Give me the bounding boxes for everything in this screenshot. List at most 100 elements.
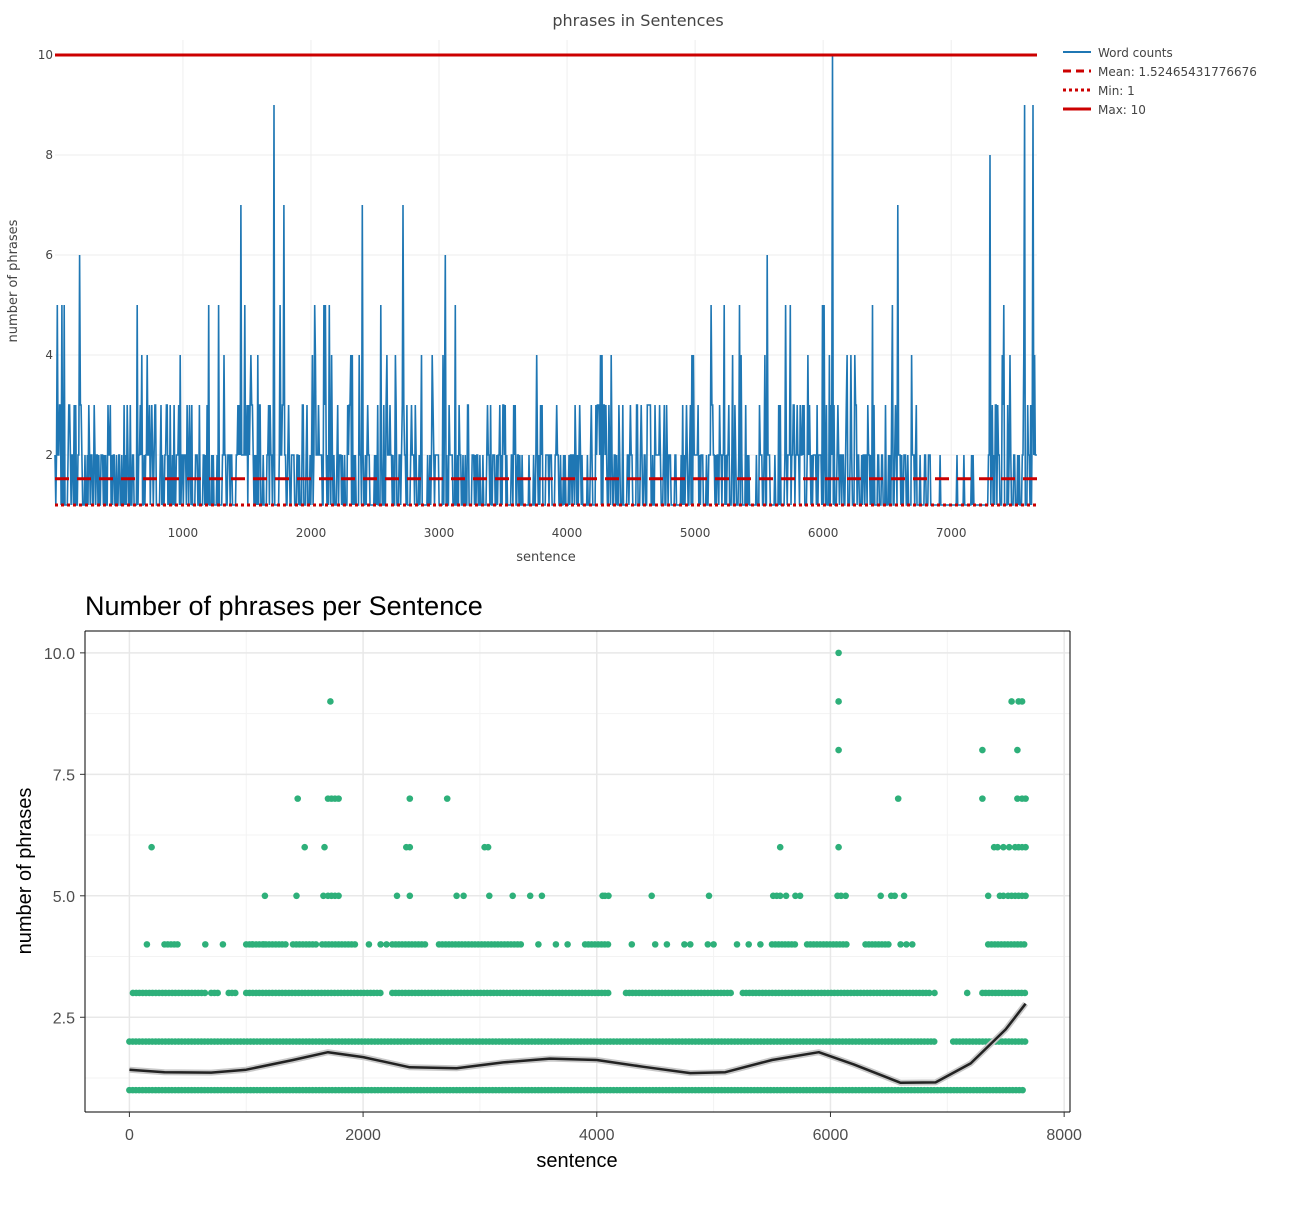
chart-title: phrases in Sentences — [552, 11, 723, 30]
y-tick-label: 4 — [45, 348, 53, 362]
data-point — [835, 843, 842, 851]
legend-item-word-counts[interactable]: Word counts — [1063, 46, 1173, 60]
legend[interactable]: Word counts Mean: 1.52465431776676 Min: … — [1063, 46, 1257, 117]
data-point — [605, 892, 612, 900]
x-tick-label: 5000 — [680, 526, 711, 540]
data-point — [604, 941, 612, 948]
x-tick-label: 4000 — [552, 526, 583, 540]
data-point — [979, 746, 986, 754]
data-point — [1005, 843, 1013, 851]
data-point — [248, 941, 256, 948]
y-tick-labels: 2.5 5.0 7.5 10.0 — [44, 646, 85, 1027]
data-point — [727, 989, 734, 997]
data-point — [393, 892, 401, 900]
data-point — [930, 1038, 938, 1045]
data-point — [604, 989, 612, 997]
x-tick-labels: 0 2000 4000 6000 8000 — [125, 1112, 1082, 1144]
data-point — [1021, 989, 1029, 997]
legend-item-min[interactable]: Min: 1 — [1063, 84, 1135, 98]
x-tick-label: 1000 — [168, 526, 199, 540]
y-tick-label: 10.0 — [44, 646, 75, 663]
x-tick-label: 8000 — [1046, 1127, 1082, 1144]
legend-item-mean[interactable]: Mean: 1.52465431776676 — [1063, 65, 1257, 79]
x-axis-label: sentence — [516, 550, 576, 565]
data-point — [776, 843, 784, 851]
data-point — [301, 843, 309, 851]
data-point — [1022, 892, 1029, 900]
data-point — [320, 892, 327, 900]
legend-label: Min: 1 — [1098, 84, 1135, 98]
data-point — [835, 698, 842, 705]
data-point — [926, 989, 933, 997]
data-point — [538, 892, 546, 900]
data-point — [1018, 698, 1026, 705]
legend-item-max[interactable]: Max: 10 — [1063, 103, 1146, 117]
data-point — [460, 892, 467, 900]
data-point — [484, 843, 492, 851]
data-point — [796, 892, 804, 900]
data-point — [1014, 746, 1021, 754]
data-point — [365, 941, 373, 948]
data-point — [335, 892, 342, 900]
data-point — [1021, 1038, 1029, 1045]
y-tick-label: 8 — [45, 148, 53, 162]
data-point — [705, 892, 713, 900]
data-point — [984, 892, 992, 900]
data-point — [900, 892, 908, 900]
data-point — [214, 989, 221, 997]
data-point — [486, 892, 493, 900]
data-point — [377, 941, 384, 948]
data-point — [776, 892, 784, 900]
grid — [85, 631, 1070, 1112]
data-point — [535, 941, 542, 948]
data-point — [909, 941, 916, 948]
data-point — [293, 892, 300, 900]
data-point — [261, 892, 269, 900]
x-tick-label: 6000 — [808, 526, 839, 540]
data-point — [733, 941, 741, 948]
data-point — [509, 892, 516, 900]
data-point — [842, 892, 849, 900]
data-point — [282, 941, 289, 948]
y-tick-label: 5.0 — [53, 889, 75, 906]
data-point — [219, 941, 227, 948]
data-point — [687, 941, 694, 948]
x-axis-label: sentence — [536, 1150, 617, 1172]
data-point — [201, 989, 209, 997]
data-point — [1022, 795, 1029, 802]
data-point — [963, 989, 971, 997]
data-point — [406, 892, 414, 900]
data-point — [443, 795, 451, 802]
data-point — [628, 941, 636, 948]
data-point — [1022, 843, 1029, 851]
y-axis-label: number of phrases — [14, 788, 36, 955]
y-tick-label: 2.5 — [53, 1010, 75, 1027]
x-tick-label: 0 — [125, 1127, 134, 1144]
y-tick-label: 10 — [38, 48, 53, 62]
plotly-line-chart: phrases in Sentences 1000 2000 3000 4000 500… — [6, 11, 1257, 565]
data-point — [745, 941, 752, 948]
legend-label: Mean: 1.52465431776676 — [1098, 65, 1257, 79]
data-point — [931, 989, 938, 997]
x-tick-label: 6000 — [813, 1127, 849, 1144]
data-point — [260, 941, 268, 948]
data-point — [174, 941, 181, 948]
y-tick-labels: 2 4 6 8 10 — [38, 48, 53, 462]
y-tick-label: 2 — [45, 448, 53, 462]
y-axis-label: number of phrases — [6, 219, 21, 342]
data-point — [1020, 941, 1028, 948]
data-point — [383, 941, 390, 948]
data-point — [453, 892, 460, 900]
data-point — [143, 941, 151, 948]
data-point — [757, 941, 764, 948]
data-point — [327, 698, 334, 705]
data-point — [994, 843, 1001, 851]
x-tick-label: 2000 — [296, 526, 327, 540]
data-point — [1000, 843, 1007, 851]
data-point — [526, 892, 534, 900]
data-point — [335, 795, 342, 802]
data-point — [312, 941, 320, 948]
data-point — [651, 941, 659, 948]
y-tick-label: 7.5 — [53, 767, 75, 784]
